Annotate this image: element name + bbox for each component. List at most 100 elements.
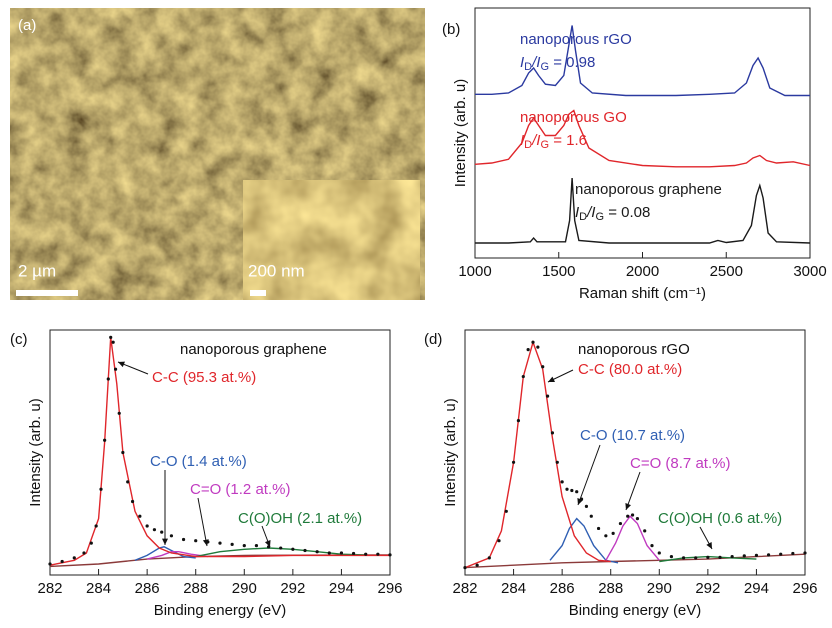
data-point bbox=[650, 544, 653, 547]
data-point bbox=[340, 551, 343, 554]
subscript: G bbox=[540, 61, 549, 73]
y-axis-label: Intensity (arb. u) bbox=[27, 398, 44, 506]
x-tick-label: 284 bbox=[501, 580, 526, 597]
x-tick-label: 294 bbox=[744, 580, 769, 597]
data-point bbox=[597, 527, 600, 530]
annotation: C(O)OH (2.1 at.%) bbox=[238, 510, 362, 527]
data-point bbox=[585, 505, 588, 508]
inset-micrograph bbox=[243, 180, 420, 300]
curve bbox=[465, 554, 805, 567]
data-point bbox=[575, 490, 578, 493]
data-point bbox=[536, 346, 539, 349]
ratio-text: /I bbox=[586, 204, 595, 221]
data-point bbox=[670, 555, 673, 558]
x-axis-label: Raman shift (cm⁻¹) bbox=[579, 285, 706, 302]
data-point bbox=[694, 556, 697, 559]
data-point bbox=[755, 554, 758, 557]
chart-panel: 282 284 286 288 290 292 294 296 Binding energy (… bbox=[424, 330, 818, 619]
data-point bbox=[118, 412, 121, 415]
data-point bbox=[107, 377, 110, 380]
ratio-text: /I bbox=[531, 132, 540, 149]
data-point bbox=[112, 341, 115, 344]
data-point bbox=[476, 564, 479, 567]
chart-panel: 282284286288290292294296Binding energy (… bbox=[10, 330, 403, 619]
data-point bbox=[218, 542, 221, 545]
data-point bbox=[682, 556, 685, 559]
arrow-head bbox=[625, 503, 631, 510]
data-point bbox=[61, 560, 64, 563]
annotation: C-O (10.7 at.%) bbox=[580, 427, 685, 444]
data-point bbox=[612, 532, 615, 535]
arrow bbox=[198, 498, 207, 546]
data-point bbox=[551, 431, 554, 434]
annotation: C-C (95.3 at.%) bbox=[152, 369, 256, 386]
subscript: G bbox=[595, 211, 604, 223]
data-point bbox=[376, 553, 379, 556]
panel-label: (d) bbox=[424, 331, 442, 348]
arrow-head bbox=[162, 539, 168, 545]
chart-title: nanoporous graphene bbox=[180, 341, 327, 358]
x-tick-label: 292 bbox=[695, 580, 720, 597]
data-point bbox=[604, 534, 607, 537]
annotation: C-O (1.4 at.%) bbox=[150, 453, 247, 470]
data-point bbox=[95, 524, 98, 527]
x-tick-label: 294 bbox=[329, 580, 354, 597]
data-point bbox=[803, 551, 806, 554]
arrow bbox=[578, 445, 600, 505]
x-tick-label: 284 bbox=[86, 580, 111, 597]
ratio-label: ID/IG = 0.98 bbox=[520, 54, 595, 73]
y-axis-label: Intensity (arb. u) bbox=[442, 398, 459, 506]
annotation: C(O)OH (0.6 at.%) bbox=[658, 510, 782, 527]
data-point bbox=[243, 544, 246, 547]
data-point bbox=[352, 552, 355, 555]
data-point bbox=[546, 395, 549, 398]
x-tick-label: 3000 bbox=[793, 263, 826, 280]
data-point bbox=[658, 551, 661, 554]
data-point bbox=[626, 515, 629, 518]
x-tick-label: 2000 bbox=[626, 263, 659, 280]
data-point bbox=[146, 524, 149, 527]
x-tick-label: 286 bbox=[550, 580, 575, 597]
data-point bbox=[556, 461, 559, 464]
subscript: D bbox=[579, 211, 587, 223]
data-point bbox=[82, 551, 85, 554]
panel-label: (a) bbox=[18, 17, 36, 34]
data-point bbox=[138, 515, 141, 518]
data-point bbox=[364, 553, 367, 556]
data-point bbox=[73, 556, 76, 559]
data-point bbox=[706, 556, 709, 559]
annotation: nanoporous GO bbox=[520, 109, 627, 126]
curve bbox=[606, 516, 659, 560]
subscript: G bbox=[540, 139, 549, 151]
data-point bbox=[231, 543, 234, 546]
data-point bbox=[505, 510, 508, 513]
x-tick-label: 282 bbox=[452, 580, 477, 597]
data-point bbox=[619, 522, 622, 525]
data-point bbox=[153, 528, 156, 531]
x-tick-label: 286 bbox=[135, 580, 160, 597]
ratio-text: = 1.6 bbox=[549, 132, 587, 149]
x-tick-label: 2500 bbox=[710, 263, 743, 280]
data-point bbox=[90, 542, 93, 545]
x-tick-label: 288 bbox=[183, 580, 208, 597]
x-tick-label: 282 bbox=[37, 580, 62, 597]
data-point bbox=[488, 556, 491, 559]
data-point bbox=[522, 375, 525, 378]
chart-panel: 10001500200025003000Raman shift (cm⁻¹)In… bbox=[442, 8, 827, 302]
data-point bbox=[463, 566, 466, 569]
data-point bbox=[255, 544, 258, 547]
data-point bbox=[731, 555, 734, 558]
data-point bbox=[131, 500, 134, 503]
x-tick-label: 290 bbox=[647, 580, 672, 597]
data-point bbox=[103, 439, 106, 442]
data-point bbox=[531, 341, 534, 344]
data-point bbox=[109, 336, 112, 339]
x-axis-label: Binding energy (eV) bbox=[569, 602, 702, 619]
x-tick-label: 288 bbox=[598, 580, 623, 597]
data-point bbox=[388, 553, 391, 556]
x-tick-label: 290 bbox=[232, 580, 257, 597]
x-tick-label: 1000 bbox=[458, 263, 491, 280]
data-point bbox=[541, 365, 544, 368]
x-tick-label: 296 bbox=[792, 580, 817, 597]
data-point bbox=[279, 546, 282, 549]
